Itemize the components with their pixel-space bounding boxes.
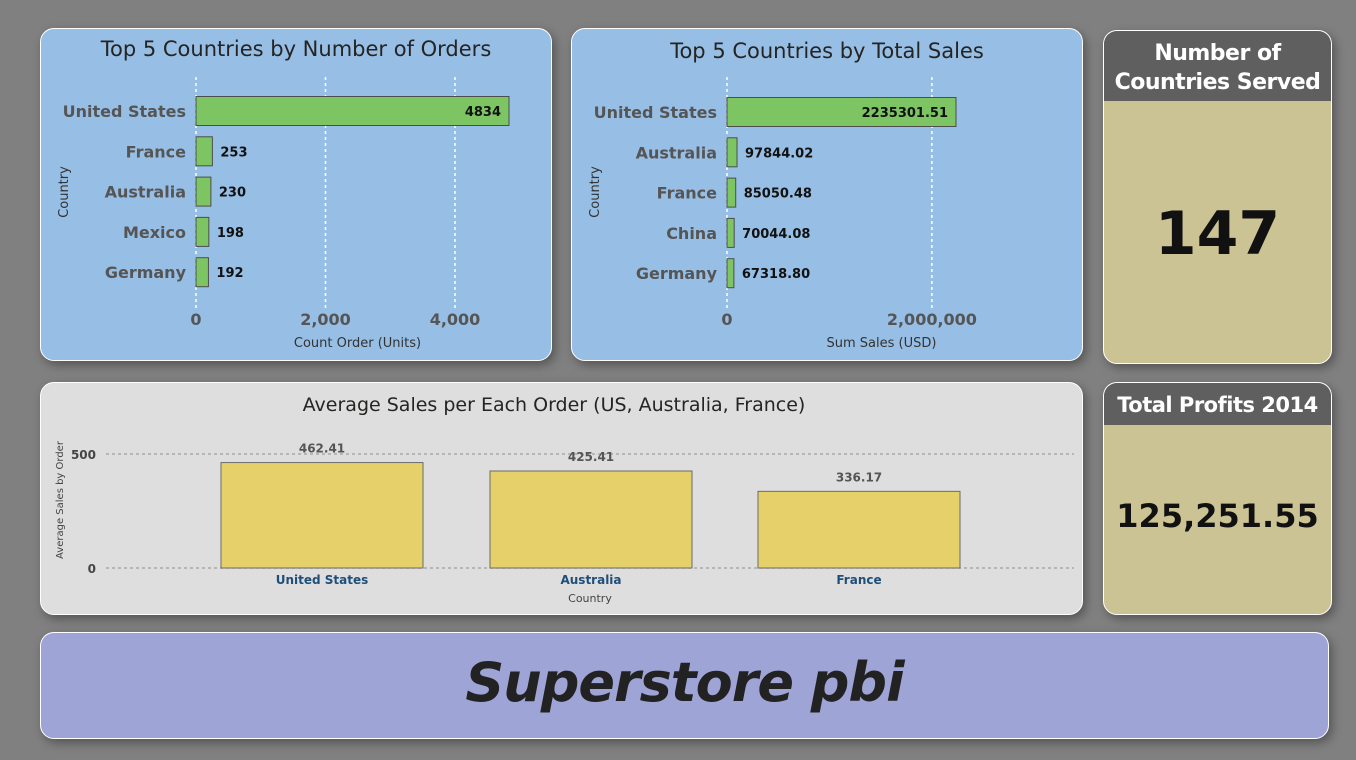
sales-bar <box>726 258 735 289</box>
avg-x-axis-label: Country <box>568 592 612 605</box>
total-profits-value: 125,251.55 <box>1116 497 1319 535</box>
sales-category-label: France <box>657 184 717 203</box>
avg-data-label: 336.17 <box>836 470 882 484</box>
sales-data-label: 85050.48 <box>744 187 812 202</box>
sales-category-label: China <box>666 224 717 243</box>
orders-chart-card: Top 5 Countries by Number of Orders 0 2,0… <box>40 28 552 361</box>
orders-x-tick-label: 4,000 <box>430 310 481 329</box>
orders-bar <box>195 96 510 126</box>
avg-data-label: 425.41 <box>568 450 614 464</box>
orders-bar <box>195 257 209 288</box>
avg-sales-chart-title: Average Sales per Each Order (US, Austra… <box>302 394 806 416</box>
orders-category-label: Mexico <box>123 223 186 242</box>
orders-y-axis-label: Country <box>57 166 72 218</box>
orders-bar <box>195 136 213 167</box>
dashboard-title: Superstore pbi <box>465 651 904 714</box>
avg-bar <box>489 470 693 569</box>
sales-bar <box>726 137 738 168</box>
orders-bar <box>195 216 210 247</box>
sales-bar <box>726 217 735 248</box>
sales-y-axis-label: Country <box>588 166 603 218</box>
orders-x-tick-label: 0 <box>190 310 201 329</box>
avg-category-label: Australia <box>560 573 621 587</box>
orders-data-label: 198 <box>217 226 244 241</box>
orders-data-label: 253 <box>220 145 247 160</box>
orders-bar <box>195 176 212 207</box>
sales-data-label: 67318.80 <box>742 267 810 282</box>
sales-chart-card: Top 5 Countries by Total Sales 0 2,000,00… <box>571 28 1083 361</box>
orders-category-label: United States <box>63 102 186 121</box>
avg-bar <box>757 490 961 569</box>
sales-bar <box>726 97 957 127</box>
avg-data-label: 462.41 <box>299 442 345 456</box>
sales-data-label: 2235301.51 <box>862 106 948 121</box>
sales-category-label: Germany <box>636 264 718 283</box>
orders-chart: 0 2,000 4,000 United States 4834 France 253 Aus… <box>57 77 510 351</box>
orders-chart-title: Top 5 Countries by Number of Orders <box>100 37 492 61</box>
orders-category-label: France <box>126 142 186 161</box>
countries-served-card: Number of Countries Served 147 <box>1103 30 1332 364</box>
orders-x-axis-label: Count Order (Units) <box>294 336 421 351</box>
orders-category-label: Germany <box>105 263 187 282</box>
avg-y-tick-label: 0 <box>88 562 96 576</box>
orders-data-label: 192 <box>216 266 243 281</box>
total-profits-card: Total Profits 2014 125,251.55 <box>1103 382 1332 615</box>
avg-y-axis-label: Average Sales by Order <box>55 440 66 559</box>
countries-served-header: Number of Countries Served <box>1104 31 1331 101</box>
sales-data-label: 97844.02 <box>745 146 813 161</box>
avg-category-label: France <box>836 573 881 587</box>
title-banner: Superstore pbi <box>40 632 1329 739</box>
total-profits-header: Total Profits 2014 <box>1104 383 1331 425</box>
avg-y-tick-label: 500 <box>71 448 96 462</box>
sales-category-label: Australia <box>636 143 717 162</box>
avg-bar <box>220 462 424 569</box>
countries-served-value: 147 <box>1154 199 1281 269</box>
sales-chart-title: Top 5 Countries by Total Sales <box>670 39 984 63</box>
avg-category-label: United States <box>276 573 369 587</box>
avg-sales-chart: 0 500 462.41 United States 425.41 Australia 33… <box>55 440 1074 605</box>
countries-served-title-line1: Number of <box>1154 41 1281 66</box>
sales-x-tick-label: 2,000,000 <box>887 310 977 329</box>
sales-data-label: 70044.08 <box>742 227 810 242</box>
sales-bar <box>726 177 737 208</box>
countries-served-title-line2: Countries Served <box>1114 70 1321 95</box>
sales-category-label: United States <box>594 103 717 122</box>
avg-sales-chart-card: Average Sales per Each Order (US, Austra… <box>40 382 1083 615</box>
orders-data-label: 230 <box>219 186 246 201</box>
sales-x-axis-label: Sum Sales (USD) <box>827 336 937 351</box>
orders-x-tick-label: 2,000 <box>300 310 351 329</box>
orders-category-label: Australia <box>105 183 186 202</box>
sales-chart: 0 2,000,000 United States 2235301.51 Austral… <box>588 77 977 351</box>
orders-data-label: 4834 <box>465 105 501 120</box>
sales-x-tick-label: 0 <box>721 310 732 329</box>
